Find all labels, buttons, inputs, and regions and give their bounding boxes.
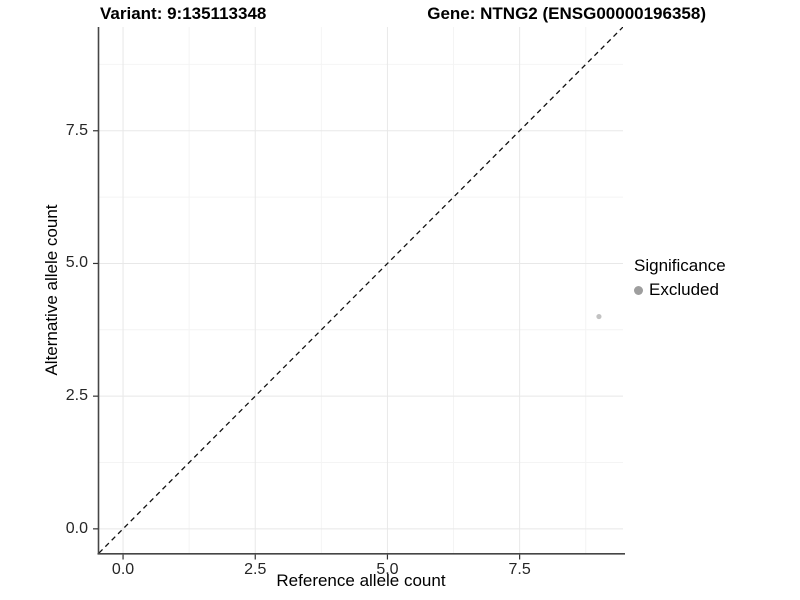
legend-item-label: Excluded [649,280,719,299]
data-point [596,313,602,320]
gene-title: Gene: NTNG2 (ENSG00000196358) [427,4,706,23]
x-tick-label: 0.0 [111,561,135,578]
variant-title: Variant: 9:135113348 [100,4,267,23]
plot-title: Variant: 9:135113348 Gene: NTNG2 (ENSG00… [100,4,706,24]
legend: Significance Excluded [634,254,798,300]
x-tick-label: 2.5 [244,561,267,578]
legend-point-icon [634,285,643,295]
y-tick-label: 5.0 [65,254,88,272]
identity-line [99,27,623,553]
x-tick-label: 7.5 [508,561,531,578]
legend-item-excluded: Excluded [634,280,798,300]
x-axis-title: Reference allele count [276,571,446,590]
legend-title: Significance [634,256,726,275]
x-tick-label: 5.0 [376,561,399,578]
y-tick-label: 2.5 [65,387,88,405]
y-tick-label: 7.5 [65,121,88,139]
y-tick-label: 0.0 [65,519,88,537]
